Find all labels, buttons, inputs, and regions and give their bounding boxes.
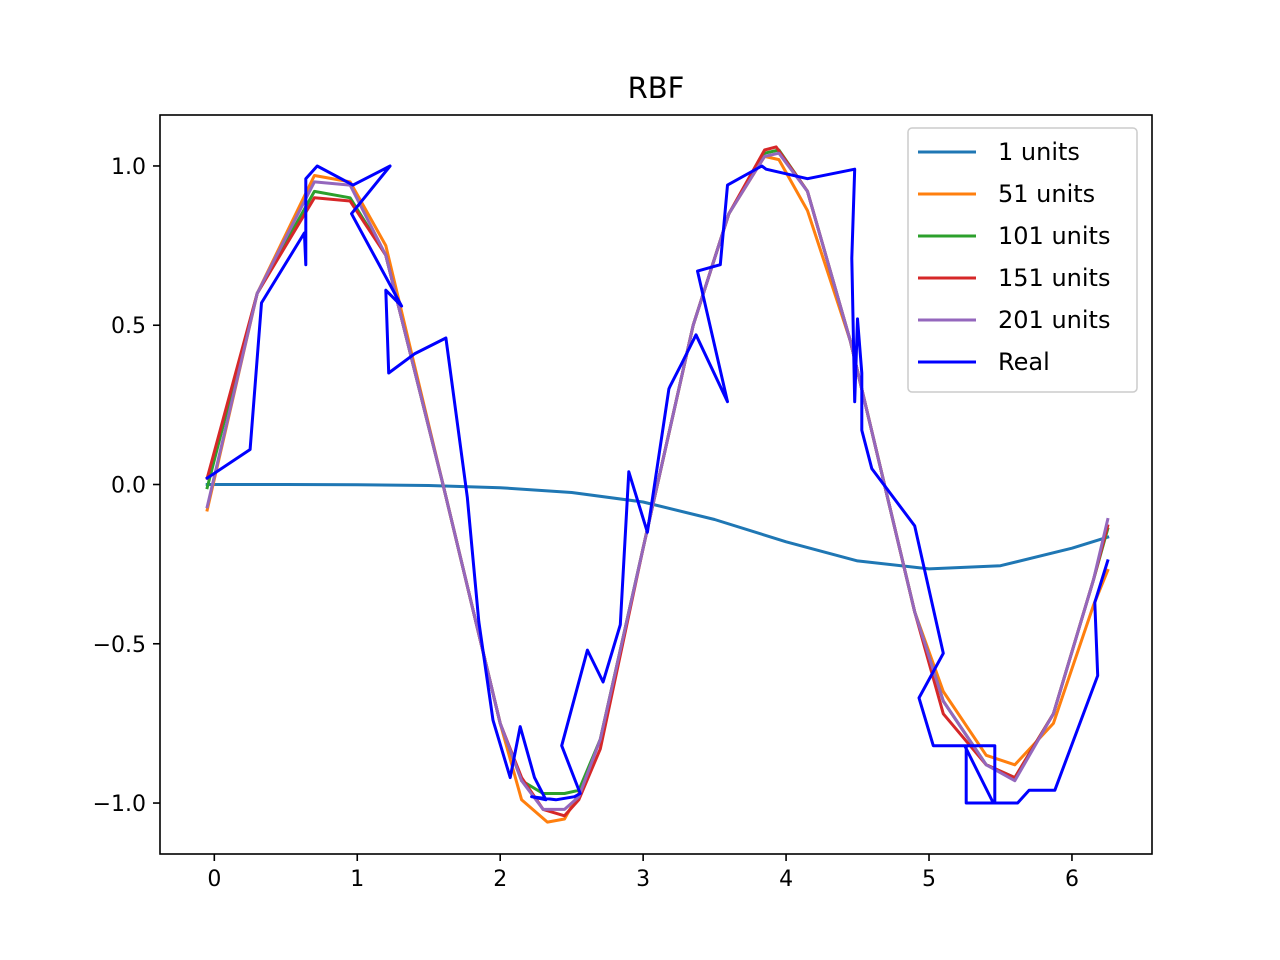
x-tick-label: 1	[350, 867, 364, 892]
x-tick-label: 4	[779, 867, 793, 892]
x-tick-label: 3	[636, 867, 650, 892]
y-tick-label: −1.0	[93, 792, 146, 817]
y-tick-label: 1.0	[111, 155, 146, 180]
chart-title: RBF	[628, 71, 685, 105]
legend-label: 101 units	[998, 222, 1110, 250]
legend-label: 151 units	[998, 264, 1110, 292]
y-axis-ticks: −1.0 −0.5 0.0 0.5 1.0	[93, 155, 160, 817]
plot-frame	[159, 114, 1153, 855]
x-tick-label: 2	[493, 867, 507, 892]
x-tick-label: 6	[1065, 867, 1079, 892]
legend: 1 units 51 units 101 units 151 units 201 uni…	[907, 127, 1138, 393]
series-line-5	[205, 164, 1110, 805]
x-tick-label: 0	[207, 867, 221, 892]
series-line-0	[205, 483, 1110, 571]
series-lines	[205, 145, 1110, 824]
y-tick-label: −0.5	[93, 633, 146, 658]
x-tick-label: 5	[922, 867, 936, 892]
y-tick-label: 0.0	[111, 474, 146, 499]
legend-label: Real	[998, 348, 1050, 376]
legend-label: 201 units	[998, 306, 1110, 334]
x-axis-ticks: 0 1 2 3 4 5 6	[207, 854, 1079, 892]
legend-label: 51 units	[998, 180, 1095, 208]
y-tick-label: 0.5	[111, 314, 146, 339]
legend-label: 1 units	[998, 138, 1080, 166]
